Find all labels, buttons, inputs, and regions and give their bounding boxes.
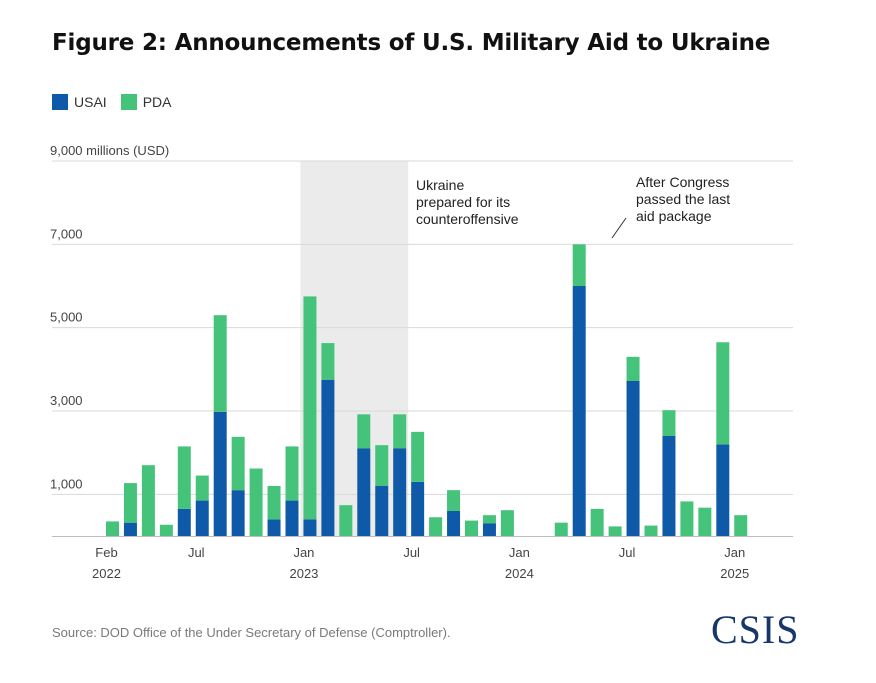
x-tick-year-label: 2022 <box>92 566 121 581</box>
bar-pda <box>626 356 640 381</box>
bar-pda <box>141 465 155 536</box>
bar-pda <box>285 446 299 501</box>
bar-pda <box>500 510 514 536</box>
legend-item-usai: USAI <box>52 94 107 110</box>
annotation-congress-line: aid package <box>636 208 712 224</box>
legend-swatch-pda <box>120 94 137 110</box>
bar-pda <box>447 490 461 511</box>
legend-label-usai: USAI <box>74 94 107 110</box>
bar-usai <box>213 411 227 536</box>
legend: USAI PDA <box>52 94 179 110</box>
bar-usai <box>447 511 461 536</box>
annotation-counteroffensive-line: prepared for its <box>416 194 510 210</box>
y-tick-label: 9,000 millions (USD) <box>50 143 169 158</box>
bar-usai <box>626 381 640 536</box>
bar-usai <box>482 523 496 536</box>
bar-usai <box>285 500 299 536</box>
bar-pda <box>411 431 425 482</box>
x-tick-label: Feb <box>95 545 117 560</box>
legend-item-pda: PDA <box>120 94 172 110</box>
bar-pda <box>357 414 371 449</box>
bar-pda <box>554 522 568 536</box>
bar-pda <box>249 468 263 536</box>
annotation-counteroffensive-line: counteroffensive <box>416 211 519 227</box>
bar-pda <box>339 505 353 536</box>
legend-label-pda: PDA <box>142 94 172 110</box>
bar-pda <box>393 414 407 449</box>
bar-pda <box>608 526 622 536</box>
bar-pda <box>716 342 730 445</box>
x-tick-label: Jul <box>403 545 420 560</box>
bar-usai <box>321 379 335 536</box>
y-tick-label: 5,000 <box>50 310 83 325</box>
chart-area: 1,000 3,000 5,000 7,000 9,000 millions (USD)… <box>50 143 793 581</box>
bar-usai <box>411 481 425 536</box>
x-tick-label: Jul <box>188 545 205 560</box>
bar-pda <box>662 410 676 436</box>
bar-pda <box>123 483 137 523</box>
chart-title: Figure 2: Announcements of U.S. Military… <box>52 30 771 56</box>
bar-usai <box>662 436 676 536</box>
bar-usai <box>177 508 191 536</box>
bar-pda <box>159 524 173 536</box>
bar-usai <box>716 444 730 536</box>
annotation-congress-line: After Congress <box>636 174 729 190</box>
bar-pda <box>734 515 748 536</box>
bar-pda <box>465 520 478 536</box>
csis-logo: CSIS <box>711 607 800 652</box>
bar-pda <box>177 446 191 509</box>
shade-layer <box>300 161 409 536</box>
bar-pda <box>482 515 496 524</box>
bar-usai <box>572 286 586 536</box>
bar-usai <box>123 522 137 536</box>
bar-pda <box>590 508 604 536</box>
annotation-leader-line <box>611 217 627 239</box>
source-note: Source: DOD Office of the Under Secretar… <box>52 625 451 640</box>
x-tick-label: Jan <box>509 545 530 560</box>
x-tick-label: Jan <box>293 545 314 560</box>
bar-usai <box>375 486 389 536</box>
bar-usai <box>393 448 407 536</box>
y-tick-label: 3,000 <box>50 393 83 408</box>
annotation-counteroffensive-line: Ukraine <box>416 177 464 193</box>
y-tick-label: 1,000 <box>50 476 83 491</box>
bar-layer <box>106 244 748 536</box>
x-tick-label: Jan <box>724 545 745 560</box>
bar-pda <box>429 517 443 536</box>
bar-usai <box>357 448 371 536</box>
bar-usai <box>303 519 317 536</box>
x-tick-year-label: 2025 <box>720 566 749 581</box>
bar-pda <box>375 445 389 486</box>
bar-pda <box>698 507 712 536</box>
bar-pda <box>267 486 281 520</box>
counteroffensive-shade <box>300 161 409 536</box>
bar-pda <box>321 343 335 380</box>
annotation-congress-line: passed the last <box>636 191 730 207</box>
bar-pda <box>195 475 209 501</box>
bar-usai <box>195 500 209 536</box>
bar-pda <box>680 501 694 536</box>
bar-pda <box>231 436 245 491</box>
bar-pda <box>213 315 227 412</box>
x-tick-year-label: 2024 <box>505 566 534 581</box>
bar-usai <box>267 519 281 536</box>
bar-usai <box>231 490 245 536</box>
x-tick-label: Jul <box>619 545 636 560</box>
y-tick-label: 7,000 <box>50 226 83 241</box>
bar-pda <box>644 525 658 536</box>
bar-pda <box>303 296 317 520</box>
x-tick-year-label: 2023 <box>289 566 318 581</box>
axis-layer: 1,000 3,000 5,000 7,000 9,000 millions (USD)… <box>50 143 793 581</box>
bar-pda <box>572 244 586 286</box>
legend-swatch-usai <box>52 94 68 110</box>
bar-pda <box>106 521 119 536</box>
